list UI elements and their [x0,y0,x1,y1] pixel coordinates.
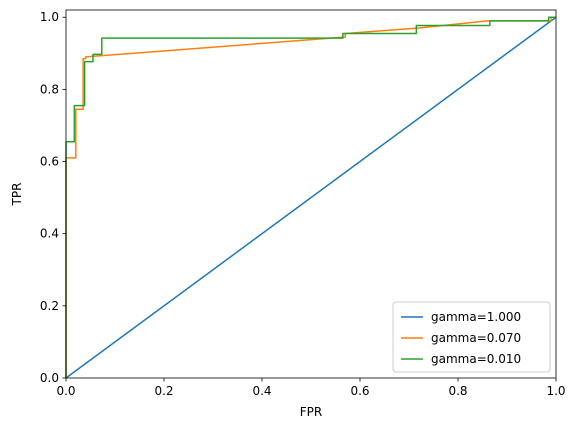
axes-frame [65,9,557,379]
x-tick-label: 0.4 [252,384,271,398]
y-tick-label: 1.0 [40,10,59,24]
y-axis-label: TPR [10,183,24,207]
x-axis: 0.0 0.2 0.4 0.6 0.8 1.0 [56,378,566,398]
x-tick-label: 0.0 [56,384,75,398]
x-tick-label: 0.8 [448,384,467,398]
legend-box [392,301,551,373]
x-tick-label: 0.2 [154,384,173,398]
legend-label: gamma=0.010 [431,352,521,366]
y-tick-label: 0.2 [40,299,59,313]
series-line-2 [65,16,556,378]
y-tick-label: 0.4 [40,227,59,241]
y-tick-label: 0.8 [40,82,59,96]
legend-label: gamma=0.070 [431,331,521,345]
x-tick-label: 1.0 [546,384,565,398]
x-tick-label: 0.6 [350,384,369,398]
legend-label: gamma=1.000 [431,310,521,324]
x-axis-label: FPR [300,405,322,419]
plot-lines [65,16,557,379]
series-line-0 [65,16,557,379]
y-axis: 0.0 0.2 0.4 0.6 0.8 1.0 [40,10,66,385]
y-tick-label: 0.6 [40,155,59,169]
legend: gamma=1.000 gamma=0.070 gamma=0.010 [392,301,551,373]
y-tick-label: 0.0 [40,371,59,385]
